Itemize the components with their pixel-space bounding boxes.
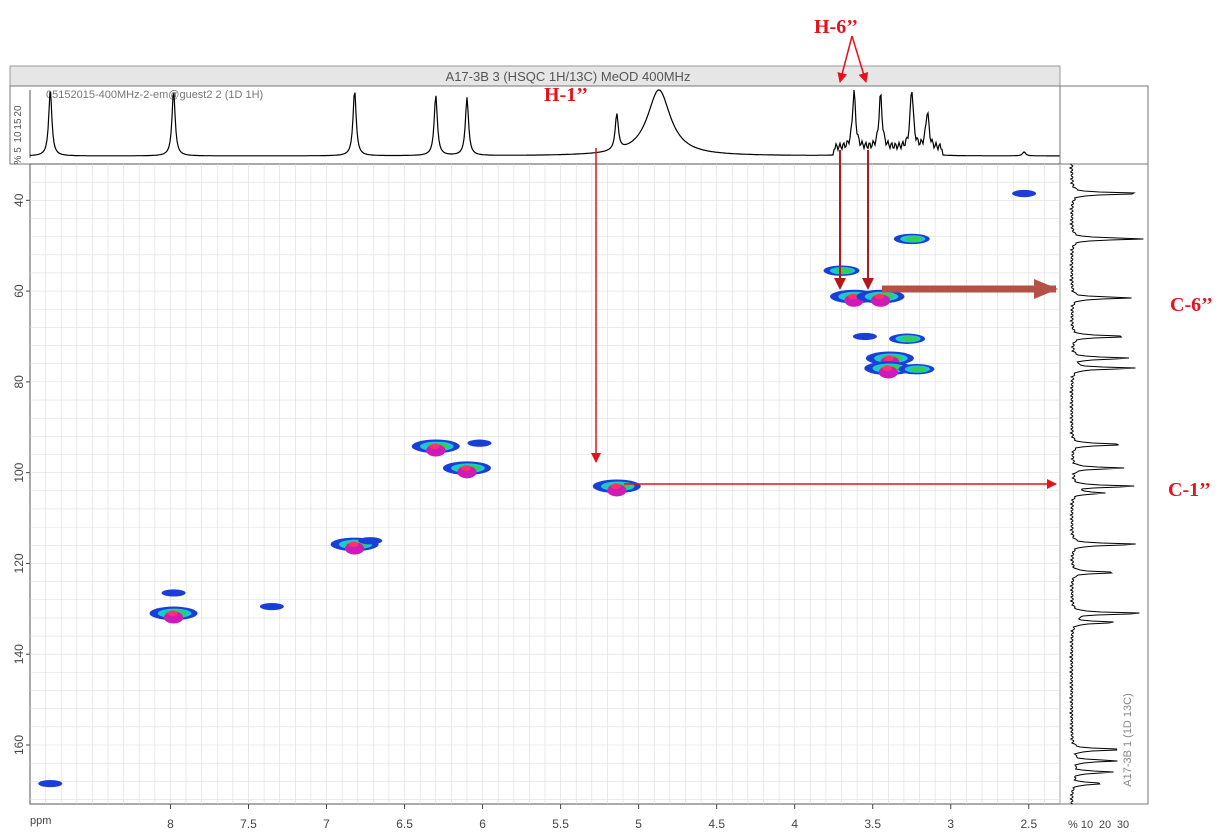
contour-peak — [874, 293, 885, 300]
contour-peak — [429, 443, 440, 450]
x-tick-label: 4.5 — [708, 817, 725, 831]
side-axis-tick-label: 20 — [1099, 819, 1111, 831]
side-axis-unit: % — [1068, 819, 1078, 831]
h6-bracket-left — [837, 35, 853, 83]
top-axis-tick-label: 20 — [13, 105, 24, 117]
contour-outer — [161, 589, 186, 597]
top-projection-trace — [29, 89, 1060, 157]
cross-peak — [864, 361, 913, 379]
y-tick-label: 160 — [12, 735, 26, 755]
contour-peak — [461, 465, 471, 471]
x-tick-label: 4 — [791, 817, 798, 831]
top-axis-tick-label: 15 — [13, 118, 24, 130]
x-axis-label: ppm — [30, 815, 51, 827]
x-tick-label: 6 — [479, 817, 486, 831]
annotation-h6: H-6’’ — [814, 16, 858, 38]
top-axis-unit: % — [13, 155, 24, 164]
y-tick-label: 100 — [12, 462, 26, 482]
cross-peak — [38, 779, 63, 788]
y-tick-label: 80 — [12, 375, 26, 389]
corner-box — [1059, 85, 1149, 165]
contour-outer — [358, 537, 383, 545]
cross-peak — [592, 479, 641, 497]
side-axis-tick-label: 30 — [1117, 819, 1129, 831]
x-tick-label: 2.5 — [1020, 817, 1037, 831]
contour-peak — [848, 293, 858, 300]
x-tick-label: 3 — [947, 817, 954, 831]
x-tick-label: 6.5 — [396, 817, 413, 831]
contour-inner — [910, 366, 927, 372]
x-tick-label: 7 — [323, 817, 330, 831]
side-projection-axis: 10 20 30% — [1068, 819, 1129, 831]
cross-peak — [442, 461, 491, 479]
cross-peak — [889, 333, 926, 344]
side-trace-label: A17-3B 1 (1D 13C) — [1122, 693, 1134, 787]
cross-peak — [893, 233, 930, 245]
contour-outer — [467, 439, 492, 447]
side-projection-panel — [1059, 163, 1149, 805]
cross-peak — [898, 363, 935, 375]
cross-peak — [467, 439, 492, 447]
contour-peak — [348, 541, 359, 548]
spectrum-title: A17-3B 3 (HSQC 1H/13C) MeOD 400MHz — [446, 69, 691, 84]
y-tick-label: 120 — [12, 553, 26, 573]
cross-peak — [149, 606, 198, 624]
x-tick-label: 5 — [635, 817, 642, 831]
side-projection-trace — [1068, 163, 1144, 805]
cross-peak — [259, 602, 284, 611]
cross-peak — [1012, 189, 1037, 198]
top-axis-tick-label: 5 — [13, 147, 24, 153]
top-trace-label: 05152015-400MHz-2-em@guest2 2 (1D 1H) — [46, 89, 263, 101]
contour-inner — [835, 268, 852, 274]
annotation-h1: H-1’’ — [544, 84, 588, 106]
y-tick-label: 40 — [12, 193, 26, 207]
contour-peak — [610, 483, 621, 489]
x-tick-label: 5.5 — [552, 817, 569, 831]
cross-peak — [358, 537, 383, 545]
contour-outer — [38, 779, 63, 788]
x-tick-label: 8 — [167, 817, 174, 831]
x-tick-label: 3.5 — [864, 817, 881, 831]
x-tick-label: 7.5 — [240, 817, 257, 831]
cross-peak — [852, 332, 877, 341]
contour-peak — [167, 610, 178, 617]
top-axis-tick-label: 10 — [13, 131, 24, 143]
contour-peak — [884, 355, 894, 361]
x-axis: 8 7.5 7 6.5 6 5.5 5 4.5 4 3.5 3 2.5 — [167, 804, 1037, 831]
y-tick-label: 60 — [12, 284, 26, 298]
cross-peaks — [38, 189, 1037, 788]
cross-peak — [823, 265, 860, 276]
annotation-c1: C-1’’ — [1168, 479, 1211, 501]
contour-outer — [852, 332, 877, 341]
contour-inner — [900, 336, 918, 342]
y-tick-label: 140 — [12, 644, 26, 664]
contour-peak — [882, 365, 893, 371]
cross-peak — [411, 439, 460, 457]
cross-peak — [161, 589, 186, 597]
cross-peak — [856, 289, 905, 307]
contour-outer — [1012, 189, 1037, 198]
y-axis: 40 60 80 100 120 140 160 — [12, 193, 30, 755]
top-projection-panel — [9, 85, 1061, 165]
side-axis-tick-label: 10 — [1081, 819, 1093, 831]
contour-inner — [905, 236, 922, 242]
h6-bracket-right — [851, 35, 869, 83]
contour-outer — [259, 602, 284, 611]
annotation-c6: C-6’’ — [1170, 294, 1213, 316]
